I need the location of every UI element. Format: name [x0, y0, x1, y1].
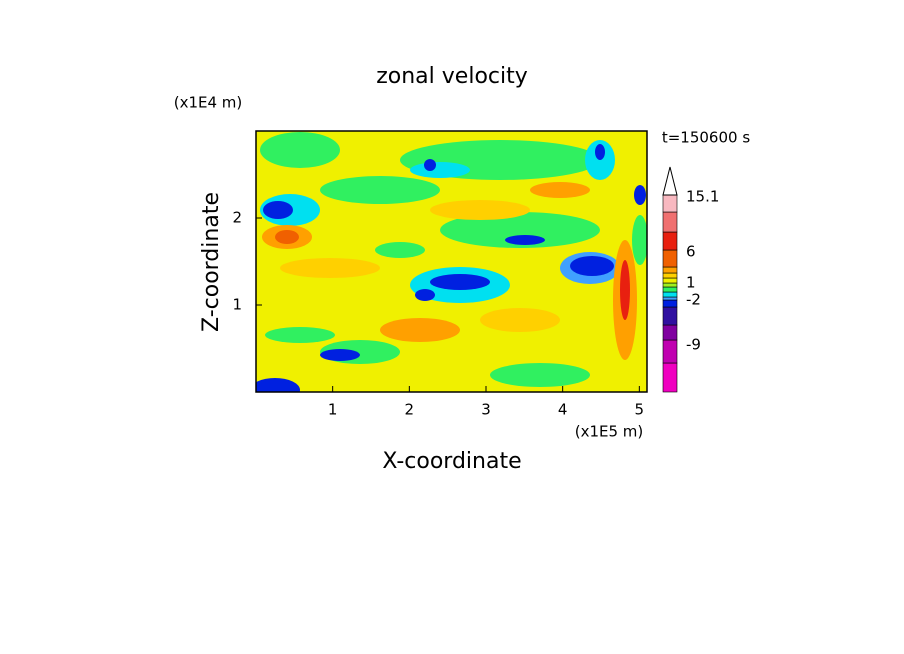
y-tick-label: 2	[232, 209, 242, 227]
x-tick-label: 4	[558, 401, 568, 419]
contour-field	[256, 131, 647, 392]
x-axis-label: X-coordinate	[382, 449, 521, 474]
colorbar-box	[662, 249, 678, 268]
y-tick-label: 1	[232, 296, 242, 314]
colorbar-box	[662, 277, 678, 284]
colorbar-box	[662, 339, 678, 364]
colorbar-box	[662, 306, 678, 326]
contour-blobs	[256, 132, 647, 392]
colorbar-box	[662, 282, 678, 288]
colorbar-tick-label: 15.1	[686, 188, 719, 206]
colorbar-box	[662, 299, 678, 308]
colorbar-box	[662, 286, 678, 293]
x-tick-label: 5	[635, 401, 645, 419]
colorbar-box	[662, 324, 678, 341]
colorbar-box	[662, 194, 678, 213]
colorbar-box	[662, 291, 678, 298]
x-tick-label: 3	[481, 401, 491, 419]
y-axis-label: Z-coordinate	[199, 192, 224, 332]
plot-frame	[255, 130, 648, 393]
x-unit: (x1E5 m)	[575, 423, 644, 441]
colorbar-box	[662, 272, 678, 279]
colorbar-tick-label: -2	[686, 291, 701, 309]
colorbar-box	[662, 211, 678, 233]
colorbar-extend	[662, 166, 678, 196]
chart-title: zonal velocity	[376, 64, 528, 89]
x-tick-label: 2	[405, 401, 415, 419]
colorbar-tick-label: -9	[686, 336, 701, 354]
x-tick-label: 1	[328, 401, 338, 419]
colorbar-box	[662, 266, 678, 274]
colorbar-box	[662, 296, 678, 301]
y-unit: (x1E4 m)	[174, 94, 243, 112]
colorbar-box	[662, 231, 678, 251]
colorbar-tick-label: 1	[686, 274, 696, 292]
colorbar-box	[662, 362, 678, 393]
time-label: t=150600 s	[662, 129, 750, 147]
colorbar-tick-label: 6	[686, 243, 696, 261]
